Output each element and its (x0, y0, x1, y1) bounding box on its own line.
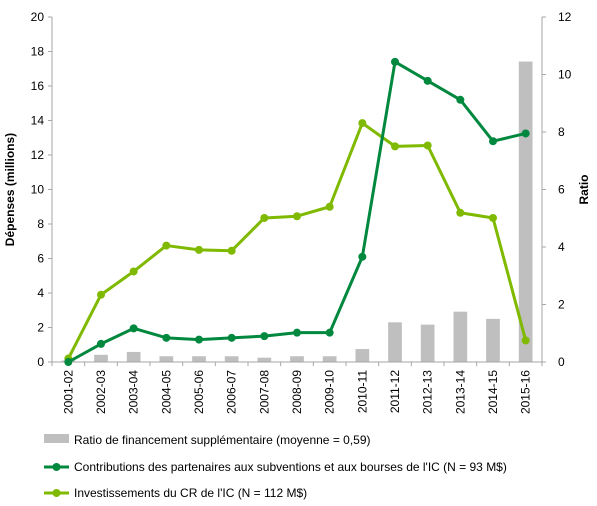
point-contributions (358, 252, 367, 261)
x-tick-label: 2012-13 (421, 370, 435, 414)
point-contributions (260, 332, 269, 341)
point-investissements (97, 290, 105, 299)
point-contributions (423, 76, 432, 85)
x-tick-label: 2005-06 (192, 370, 206, 414)
point-contributions (325, 328, 334, 337)
point-contributions (97, 339, 105, 348)
y-tick-label: 4 (37, 286, 44, 300)
point-contributions (293, 328, 301, 337)
y-tick-label: 12 (31, 148, 45, 162)
bar (486, 318, 500, 362)
y-tick-label: 8 (37, 217, 44, 231)
bar (420, 324, 435, 362)
point-contributions (64, 358, 73, 366)
x-tick-label: 2008-09 (290, 370, 304, 414)
x-tick-label: 2007-08 (257, 370, 271, 414)
bar (453, 311, 468, 362)
x-tick-label: 2001-02 (61, 370, 75, 414)
line-series (64, 57, 530, 366)
legend-item-investissements: Investissements du CR de l'IC (N = 112 M… (44, 486, 307, 500)
y2-tick-label: 12 (558, 10, 572, 24)
y-tick-label: 0 (37, 355, 44, 369)
point-investissements (293, 212, 301, 221)
y2-axis-title: Ratio (577, 175, 591, 205)
point-contributions (489, 137, 497, 146)
y-tick-label: 10 (31, 183, 45, 197)
x-tick-label: 2004-05 (159, 370, 173, 414)
y-tick-label: 20 (31, 10, 45, 24)
legend-marker-contributions (52, 463, 61, 471)
legend-label-ratio: Ratio de financement supplémentaire (moy… (74, 433, 371, 447)
x-tick-label: 2003-04 (127, 370, 141, 414)
bar (224, 356, 239, 362)
axes (51, 17, 543, 363)
x-tick-label: 2006-07 (225, 370, 239, 414)
point-contributions (521, 129, 530, 138)
point-investissements (391, 142, 399, 151)
right-axis-ticks: 0 2 4 6 8 10 12 (542, 10, 572, 369)
point-contributions (227, 333, 236, 342)
point-investissements (489, 213, 497, 222)
point-investissements (227, 246, 236, 255)
point-investissements (195, 245, 203, 254)
point-contributions (195, 335, 203, 344)
point-investissements (456, 208, 465, 217)
point-investissements (162, 241, 171, 250)
point-investissements (129, 267, 138, 276)
point-investissements (358, 119, 367, 128)
bar (257, 357, 272, 362)
y2-tick-label: 10 (558, 68, 572, 82)
bar (388, 322, 402, 362)
y2-tick-label: 6 (558, 183, 565, 197)
x-tick-label: 2009-10 (323, 370, 337, 414)
point-contributions (391, 57, 399, 66)
y2-tick-label: 0 (558, 355, 565, 369)
x-tick-label: 2011-12 (388, 370, 402, 413)
point-contributions (162, 333, 171, 342)
legend: Ratio de financement supplémentaire (moy… (44, 433, 507, 500)
x-tick-label: 2002-03 (94, 370, 108, 414)
point-investissements (521, 336, 530, 345)
legend-item-contributions: Contributions des partenaires aux subven… (44, 460, 507, 474)
x-tick-label: 2013-14 (453, 370, 467, 414)
left-axis-ticks: 0 2 4 6 8 10 12 14 16 18 20 (31, 10, 52, 369)
bar (518, 61, 533, 362)
y2-tick-label: 8 (558, 125, 565, 139)
x-tick-label: 2015-16 (519, 370, 533, 414)
legend-label-contributions: Contributions des partenaires aux subven… (74, 460, 507, 474)
point-investissements (325, 202, 334, 211)
bar (94, 354, 108, 362)
bar (322, 356, 337, 362)
legend-label-investissements: Investissements du CR de l'IC (N = 112 M… (74, 486, 307, 500)
legend-swatch-ratio (44, 434, 69, 443)
x-tick-label: 2010-11 (355, 370, 369, 413)
point-investissements (260, 213, 269, 222)
y-tick-label: 16 (31, 79, 45, 93)
y2-tick-label: 2 (558, 298, 565, 312)
bar (126, 351, 141, 362)
legend-marker-investissements (52, 489, 61, 497)
bar (290, 356, 304, 362)
bar (159, 356, 174, 362)
y-tick-label: 18 (31, 45, 45, 59)
y2-tick-label: 4 (558, 240, 565, 254)
x-tick-label: 2014-15 (486, 370, 500, 414)
y-axis-title: Dépenses (millions) (3, 133, 17, 246)
bar (192, 356, 206, 362)
point-contributions (456, 95, 465, 104)
x-axis-ticks: 2001-02 2002-03 2003-04 2004-05 2005-06 2006-… (51, 362, 543, 414)
bar (355, 349, 370, 362)
point-contributions (129, 324, 138, 333)
point-investissements (423, 141, 432, 150)
y-tick-label: 14 (31, 114, 45, 128)
bar-series-ratio (61, 61, 533, 362)
y-tick-label: 6 (37, 252, 44, 266)
y-tick-label: 2 (37, 321, 44, 335)
legend-item-ratio: Ratio de financement supplémentaire (moy… (44, 433, 371, 447)
